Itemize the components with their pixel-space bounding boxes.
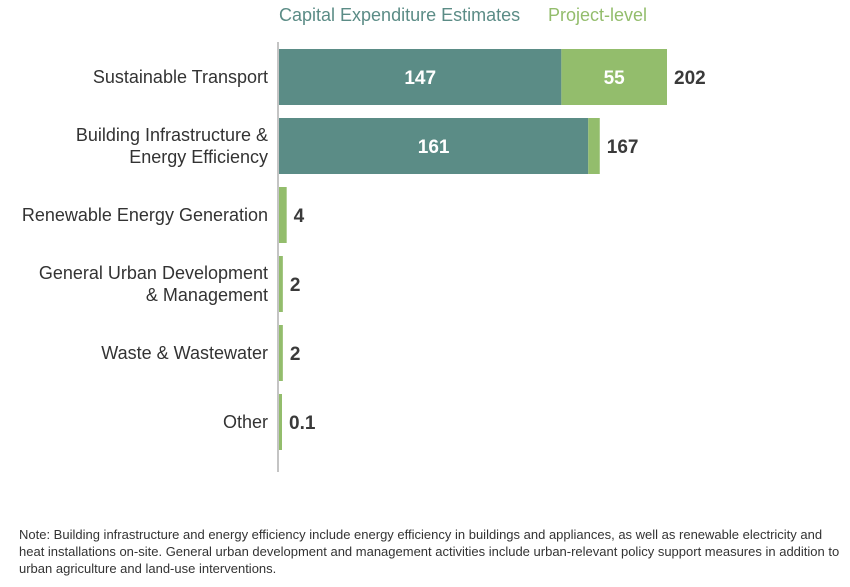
legend-item-project-level: Project-level bbox=[548, 5, 647, 25]
category-label-building-infrastructure-and-energy-efficiency: Building Infrastructure & Energy Efficien… bbox=[76, 125, 268, 167]
category-label-sustainable-transport: Sustainable Transport bbox=[93, 67, 268, 87]
chart-legend: Capital Expenditure Estimates Project-le… bbox=[279, 5, 647, 25]
category-label-other: Other bbox=[223, 412, 268, 432]
total-label-sustainable-transport: 202 bbox=[674, 68, 706, 89]
data-label-project-level-sustainable-transport: 55 bbox=[604, 68, 626, 89]
chart-note: Note: Building infrastructure and energy… bbox=[19, 527, 840, 576]
total-label-waste-and-wastewater: 2 bbox=[290, 344, 301, 365]
category-label-line: Energy Efficiency bbox=[129, 147, 268, 167]
category-label-waste-and-wastewater: Waste & Wastewater bbox=[101, 343, 268, 363]
bar-project-level-sustainable-transport bbox=[561, 49, 667, 105]
category-label-line: Waste & Wastewater bbox=[101, 343, 268, 363]
data-label-capex-sustainable-transport: 147 bbox=[404, 68, 436, 89]
category-label-line: Renewable Energy Generation bbox=[22, 205, 268, 225]
bar-project-level-renewable-energy-generation bbox=[279, 187, 287, 243]
stacked-bar-chart: Capital Expenditure Estimates Project-le… bbox=[22, 5, 706, 472]
bar-project-level-general-urban-development-and-management bbox=[279, 256, 283, 312]
total-label-general-urban-development-and-management: 2 bbox=[290, 275, 301, 296]
category-label-general-urban-development-and-management: General Urban Development & Management bbox=[39, 263, 268, 305]
category-label-line: & Management bbox=[146, 285, 268, 305]
labels-group: 147 55 202 Sustainable Transport 161 167 Build… bbox=[22, 67, 706, 434]
total-label-other: 0.1 bbox=[289, 413, 316, 434]
bars-group bbox=[279, 49, 667, 450]
total-label-building-infrastructure-and-energy-efficiency: 167 bbox=[607, 137, 639, 158]
category-label-line: Sustainable Transport bbox=[93, 67, 268, 87]
bar-capex-sustainable-transport bbox=[279, 49, 562, 105]
legend-item-capital-expenditure: Capital Expenditure Estimates bbox=[279, 5, 520, 25]
category-label-line: Other bbox=[223, 412, 268, 432]
bar-project-level-building-infrastructure-and-energy-efficiency bbox=[588, 118, 600, 174]
category-label-renewable-energy-generation: Renewable Energy Generation bbox=[22, 205, 268, 225]
data-label-capex-building-infrastructure-and-energy-efficiency: 161 bbox=[418, 137, 450, 158]
bar-project-level-waste-and-wastewater bbox=[279, 325, 283, 381]
total-label-renewable-energy-generation: 4 bbox=[294, 206, 305, 227]
category-label-line: General Urban Development bbox=[39, 263, 268, 283]
category-label-line: Building Infrastructure & bbox=[76, 125, 268, 145]
bar-project-level-other bbox=[279, 394, 282, 450]
bar-capex-building-infrastructure-and-energy-efficiency bbox=[279, 118, 589, 174]
